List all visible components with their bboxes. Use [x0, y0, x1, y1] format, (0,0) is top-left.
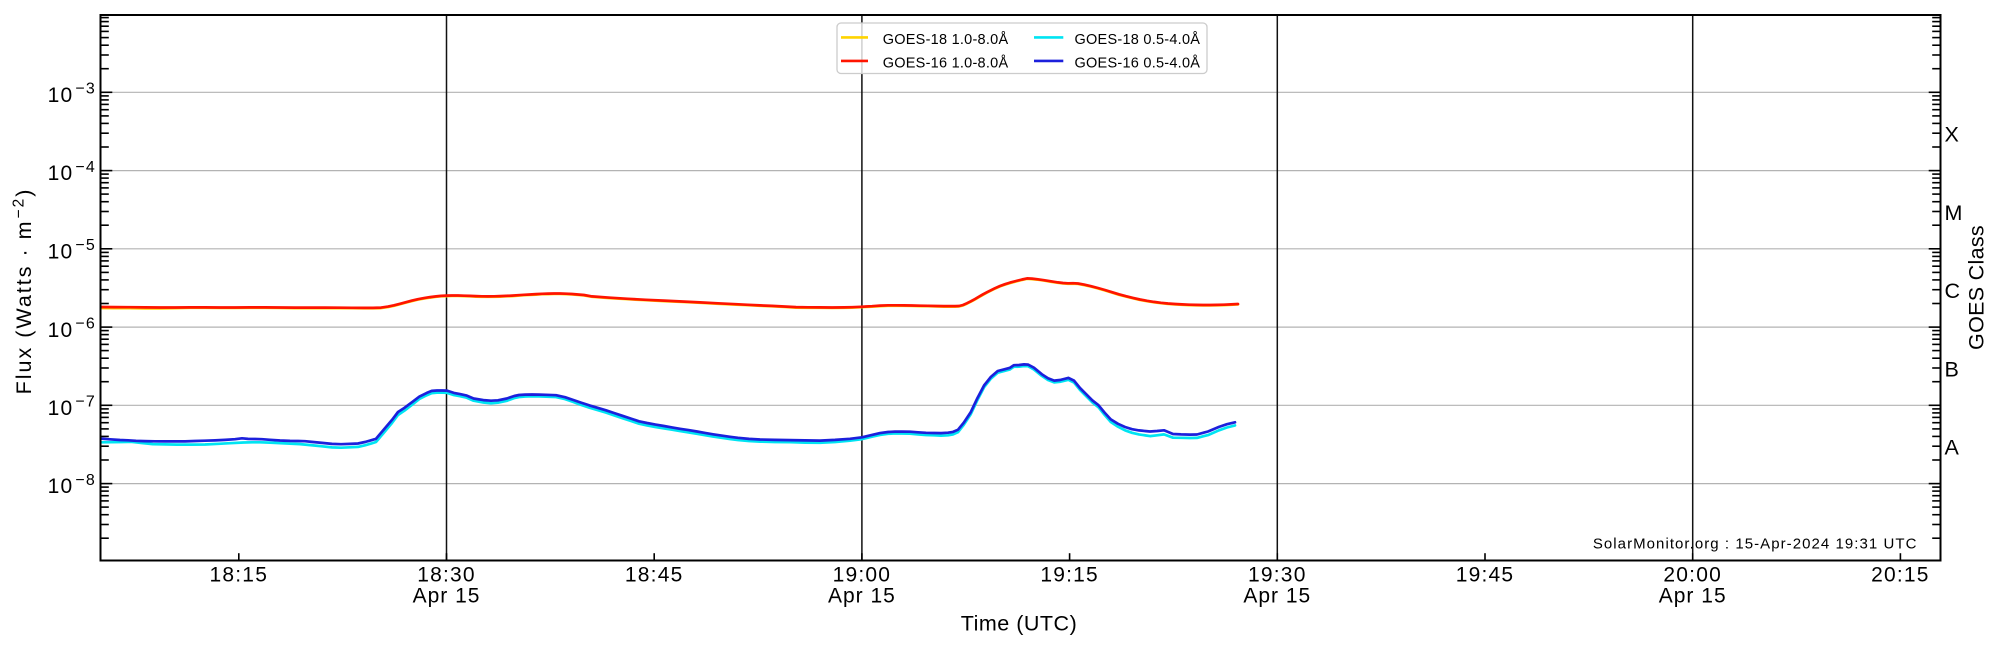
svg-text:Flux (Watts · m−2): Flux (Watts · m−2) [11, 188, 37, 395]
svg-text:C: C [1945, 279, 1961, 303]
svg-text:18:30: 18:30 [417, 563, 476, 586]
svg-text:Time (UTC): Time (UTC) [961, 612, 1077, 636]
svg-text:20:15: 20:15 [1871, 563, 1930, 586]
svg-text:18:15: 18:15 [210, 563, 269, 586]
svg-text:GOES-18 0.5-4.0Å: GOES-18 0.5-4.0Å [1075, 31, 1201, 48]
svg-text:SolarMonitor.org : 15-Apr-2024: SolarMonitor.org : 15-Apr-2024 19:31 UTC [1593, 536, 1918, 553]
svg-text:X: X [1945, 123, 1959, 147]
svg-text:GOES-16 1.0-8.0Å: GOES-16 1.0-8.0Å [883, 54, 1009, 71]
svg-text:GOES-16 0.5-4.0Å: GOES-16 0.5-4.0Å [1075, 54, 1201, 71]
svg-text:10−6: 10 −6 [48, 316, 96, 342]
svg-text:10−4: 10 −4 [48, 159, 96, 185]
svg-text:GOES Class: GOES Class [1965, 225, 1989, 350]
svg-text:Apr 15: Apr 15 [413, 585, 481, 608]
svg-text:Apr 15: Apr 15 [1659, 585, 1727, 608]
svg-text:Apr 15: Apr 15 [1243, 585, 1311, 608]
svg-text:18:45: 18:45 [625, 563, 684, 586]
svg-text:19:15: 19:15 [1040, 563, 1099, 586]
svg-text:Apr 15: Apr 15 [828, 585, 896, 608]
svg-text:19:00: 19:00 [833, 563, 892, 586]
svg-text:B: B [1945, 357, 1959, 381]
svg-text:A: A [1945, 436, 1960, 460]
svg-text:M: M [1945, 201, 1963, 225]
svg-text:19:45: 19:45 [1456, 563, 1515, 586]
svg-text:GOES-18 1.0-8.0Å: GOES-18 1.0-8.0Å [883, 31, 1009, 48]
svg-text:20:00: 20:00 [1663, 563, 1722, 586]
svg-text:19:30: 19:30 [1248, 563, 1307, 586]
